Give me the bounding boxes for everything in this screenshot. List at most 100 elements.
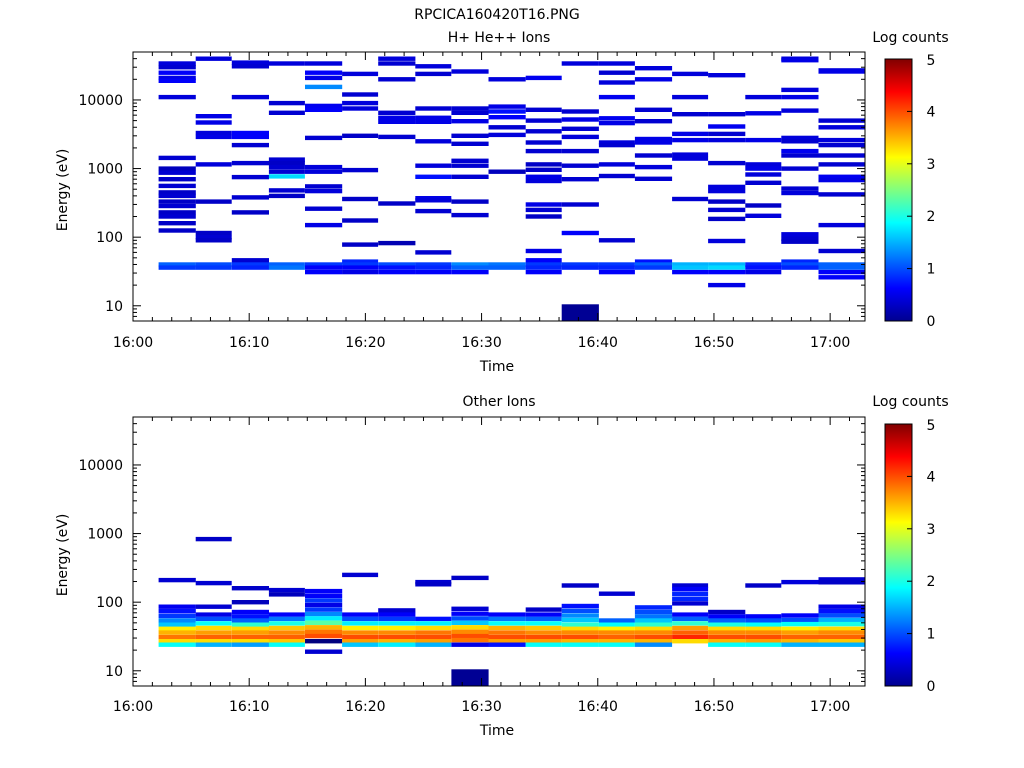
spectrogram-cell — [158, 228, 196, 233]
spectrogram-cell — [525, 207, 562, 213]
spectrogram-cell — [708, 265, 746, 270]
spectrogram-cell — [378, 201, 416, 206]
spectrogram-cell — [634, 153, 673, 158]
spectrogram-cell — [781, 236, 819, 241]
spectrogram-cell — [231, 262, 269, 267]
spectrogram-cell — [195, 634, 232, 640]
spectrogram-cell — [745, 172, 782, 177]
spectrogram-cell — [818, 621, 865, 627]
spectrogram-cell — [415, 174, 452, 179]
spectrogram-cell — [708, 614, 746, 619]
spectrogram-cell — [415, 198, 452, 203]
spectrogram-cell — [158, 210, 196, 215]
spectrogram-cell — [451, 174, 489, 179]
spectrogram-cell — [158, 177, 196, 182]
spectrogram-cell — [231, 60, 269, 65]
spectrogram-cell — [672, 583, 709, 588]
spectrogram-cell — [745, 203, 782, 208]
colorbar-tick-label: 3 — [927, 157, 936, 173]
spectrogram-cell — [342, 262, 379, 267]
spectrogram-cell — [781, 639, 819, 644]
spectrogram-cell — [781, 148, 819, 154]
spectrogram-cell — [525, 265, 562, 270]
spectrogram-cell — [672, 625, 709, 631]
spectrogram-cell — [231, 174, 269, 180]
spectrogram-cell — [561, 608, 599, 613]
y-tick-label: 10 — [105, 664, 123, 680]
spectrogram-cell — [488, 77, 526, 82]
spectrogram-cell — [305, 616, 343, 621]
spectrogram-cell — [378, 240, 416, 246]
x-tick-label: 16:30 — [461, 335, 501, 351]
spectrogram-cell — [231, 94, 269, 100]
spectrogram-cell — [488, 169, 526, 174]
spectrogram-cell — [781, 621, 819, 627]
spectrogram-cell — [525, 634, 562, 640]
spectrogram-cell — [745, 162, 782, 167]
spectrogram-cell — [525, 642, 562, 647]
spectrogram-cell — [231, 258, 269, 263]
spectrogram-cell — [378, 639, 416, 644]
spectrogram-cell — [342, 630, 379, 635]
spectrogram-cell — [488, 262, 526, 267]
spectrogram-cell — [561, 583, 599, 588]
spectrogram-cell — [672, 634, 709, 640]
spectrogram-cell — [415, 163, 452, 168]
spectrogram-cell — [231, 195, 269, 200]
spectrogram-cell — [158, 155, 196, 161]
spectrogram-cell — [818, 630, 865, 635]
spectrogram-cell — [818, 69, 865, 74]
spectrogram-cell — [378, 119, 416, 124]
spectrogram-cell — [451, 163, 489, 168]
spectrogram-cell — [488, 642, 526, 647]
spectrogram-cell — [561, 148, 599, 154]
spectrogram-cell — [561, 163, 599, 168]
spectrogram-cell — [708, 630, 746, 635]
x-tick-label: 17:00 — [810, 699, 850, 715]
spectrogram-cell — [195, 604, 232, 609]
spectrogram-cell — [342, 92, 379, 97]
colorbar-tick-label: 4 — [927, 469, 936, 485]
spectrogram-cell — [231, 639, 269, 644]
spectrogram-cell — [378, 608, 416, 613]
spectrogram-cell — [561, 304, 599, 321]
x-tick-label: 16:00 — [113, 335, 153, 351]
spectrogram-cell — [672, 596, 709, 601]
spectrogram-cell — [342, 133, 379, 138]
spectrogram-cell — [561, 639, 599, 644]
spectrogram-cell — [672, 262, 709, 267]
spectrogram-cell — [231, 634, 269, 640]
spectrogram-cell — [672, 612, 709, 617]
spectrogram-cell — [525, 214, 562, 219]
spectrogram-cell — [745, 265, 782, 270]
colorbar-tick-label: 5 — [927, 53, 936, 69]
spectrogram-cell — [818, 577, 865, 582]
spectrogram-cell — [745, 634, 782, 640]
spectrogram-cell — [158, 577, 196, 583]
spectrogram-cell — [268, 612, 305, 617]
spectrogram-cell — [488, 265, 526, 270]
spectrogram-cell — [305, 75, 343, 81]
spectrogram-cell — [268, 164, 305, 170]
spectrogram-cell — [415, 269, 452, 275]
spectrogram-cell — [525, 612, 562, 617]
spectrogram-cell — [561, 202, 599, 207]
spectrogram-cell — [598, 120, 635, 126]
spectrogram-cell — [634, 626, 673, 631]
spectrogram-cell — [525, 625, 562, 631]
spectrogram-cell — [708, 609, 746, 615]
y-axis-label: Energy (eV) — [55, 514, 71, 597]
spectrogram-cell — [378, 110, 416, 115]
spectrogram-cell — [231, 626, 269, 631]
spectrogram-cell — [672, 616, 709, 622]
spectrogram-cell — [451, 199, 489, 204]
spectrogram-cell — [195, 162, 232, 167]
spectrogram-cell — [415, 119, 452, 124]
spectrogram-cell — [598, 626, 635, 631]
x-tick-label: 17:00 — [810, 335, 850, 351]
spectrogram-cell — [268, 621, 305, 626]
spectrogram-cell — [561, 265, 599, 270]
spectrogram-cell — [195, 262, 232, 267]
spectrogram-cell — [672, 630, 709, 635]
spectrogram-cell — [158, 265, 196, 270]
